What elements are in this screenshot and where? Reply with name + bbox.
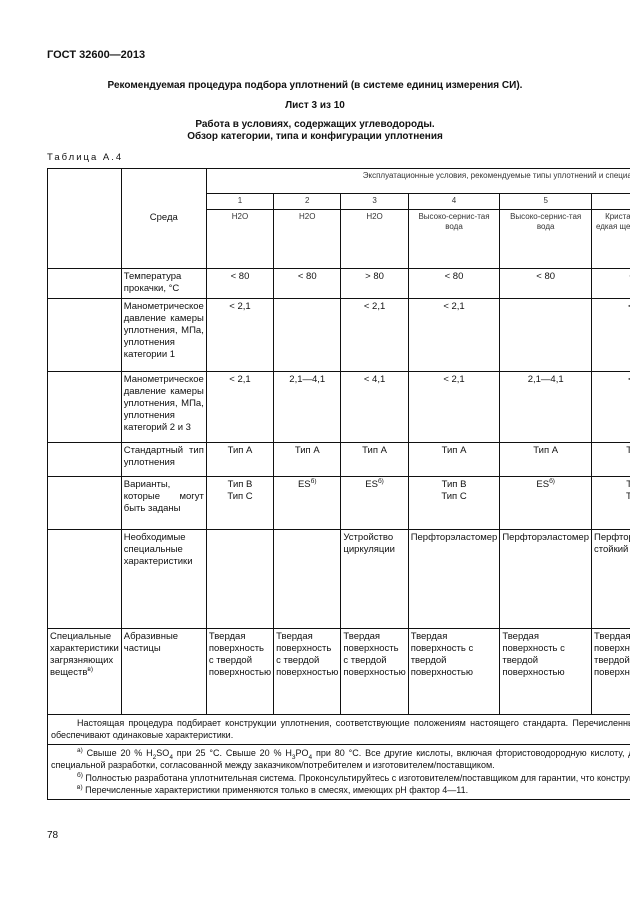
row-value: Тип А: [205, 441, 275, 477]
footnote-c-text: Перечисленные характеристики применяются…: [85, 785, 469, 795]
contaminant-value: Твердая поверхность с твердой поверхност…: [340, 627, 409, 715]
row-value: < 80: [273, 267, 342, 299]
row-label: Стандартный тип уплотнения: [120, 441, 207, 477]
footnote-a: а) Свыше 20 % H2SO4 при 25 °С. Свыше 20 …: [51, 746, 630, 770]
table-row: Стандартный тип уплотнения Тип А Тип А Тип …: [47, 441, 630, 477]
column-number: 5: [499, 193, 592, 210]
row-value: < 4,1: [340, 370, 409, 443]
table-row: Манометрическое давление камеры уплотнен…: [47, 297, 630, 372]
subtitle-line: Работа в условиях, содержащих углеводоро…: [195, 119, 435, 130]
row-value: 2,1—4,1: [499, 370, 592, 443]
medium-cell: H2O: [273, 208, 342, 269]
footnote-b: б) Полностью разработана уплотнительная …: [51, 772, 630, 785]
footnote-c: в) Перечисленные характеристики применяю…: [77, 784, 469, 795]
column-number: 6: [590, 193, 630, 210]
row-label: Температура прокачки, °С: [120, 267, 207, 299]
row-label: Манометрическое давление камеры уплотнен…: [120, 370, 207, 443]
column-number: 4: [407, 193, 501, 210]
standard-number: ГОСТ 32600—2013: [47, 49, 146, 61]
empty-cell: [47, 475, 122, 530]
page-number: 78: [47, 830, 59, 841]
row-label: Необходимые специальные характеристики: [120, 528, 207, 629]
row-value: Тип А: [590, 441, 630, 477]
empty-cell: [47, 441, 122, 477]
contaminants-group-label: Специальные характеристики загрязняющих …: [47, 627, 122, 715]
column-number: 1: [205, 193, 275, 210]
row-value: < 2,1: [407, 297, 501, 372]
medium-cell: Высоко-сернис-тая вода: [407, 208, 501, 269]
row-value: Перфторэластомер: [499, 528, 592, 629]
row-value: < 2,1: [340, 297, 409, 372]
medium-cell: H2O: [205, 208, 275, 269]
contaminant-value: Твердая поверхность с твердой поверхност…: [407, 627, 501, 715]
table-row: Необходимые специальные характеристики Ус…: [47, 528, 630, 629]
empty-cell: [47, 370, 122, 443]
row-value: < 80: [205, 267, 275, 299]
sheet-number: Лист 3 из 10: [285, 100, 345, 111]
row-value: Устройство циркуляции: [340, 528, 409, 629]
contaminants-label: Абразивные частицы: [120, 627, 207, 715]
contaminant-value: Твердая поверхность с твердой поверхност…: [205, 627, 275, 715]
row-value: ESб): [340, 475, 409, 530]
column-number: 3: [340, 193, 409, 210]
medium-header: Среда: [120, 168, 207, 269]
row-value: Тип А: [407, 441, 501, 477]
footnote-b-text: Полностью разработана уплотнительная сис…: [85, 772, 630, 783]
medium-cell: H2O: [340, 208, 409, 269]
subtitle-line: Обзор категории, типа и конфигурации упл…: [187, 131, 443, 142]
group-header: Эксплуатационные условия, рекомендуемые …: [205, 168, 630, 194]
row-value: < 80: [407, 267, 501, 299]
empty-cell: [47, 297, 122, 372]
row-value: > 80: [340, 267, 409, 299]
table-row: Температура прокачки, °С < 80 < 80 > 80 < 80…: [47, 267, 630, 299]
empty-cell: [47, 528, 122, 629]
row-value: 2,1—4,1: [273, 370, 342, 443]
row-label: Варианты, которые могут быть заданы: [120, 475, 207, 530]
row-value: < 80: [590, 267, 630, 299]
contaminant-value: Твердая поверхность с твердой поверхност…: [273, 627, 342, 715]
row-value: < 2,1: [407, 370, 501, 443]
row-value: < 2,1: [590, 297, 630, 372]
row-value: ESб): [273, 475, 342, 530]
row-value: ESб): [499, 475, 592, 530]
table-row: Варианты, которые могут быть заданы Тип В…: [47, 475, 630, 530]
medium-cell: Высоко-сернис-тая вода: [499, 208, 592, 269]
row-value: Перфторэластомер: [407, 528, 501, 629]
medium-cell: Кристал-лическая едкая щелочь и амиды: [590, 208, 630, 269]
row-value: < 2,1: [205, 297, 275, 372]
row-value: [273, 528, 342, 629]
row-value: < 2,1: [590, 370, 630, 443]
contaminant-value: Твердая поверхность с твердой поверхност…: [499, 627, 592, 715]
row-value: < 80: [499, 267, 592, 299]
row-value: [205, 528, 275, 629]
row-value: Тип А: [340, 441, 409, 477]
footnotes: а) Свыше 20 % H2SO4 при 25 °С. Свыше 20 …: [46, 743, 630, 800]
table-row: Манометрическое давление камеры уплотнен…: [47, 370, 630, 443]
title-line: Рекомендуемая процедура подбора уплотнен…: [107, 80, 523, 91]
row-value: Перфторэластомер, стойкий к амидам: [590, 528, 630, 629]
row-value: Тип А: [499, 441, 592, 477]
selection-table: Среда Эксплуатационные условия, рекоменд…: [46, 168, 630, 800]
row-label: Манометрическое давление камеры уплотнен…: [120, 297, 207, 372]
column-number: 2: [273, 193, 342, 210]
table-name: Таблица А.4: [47, 152, 124, 163]
row-value: Тип А: [273, 441, 342, 477]
row-value: < 2,1: [205, 370, 275, 443]
empty-cell: [47, 267, 122, 299]
row-value: [499, 297, 592, 372]
row-value: [273, 297, 342, 372]
table-note: Настоящая процедура подбирает конструкци…: [46, 713, 630, 745]
empty-corner: [47, 168, 122, 269]
contaminant-value: Твердая поверхность с твердой поверхност…: [590, 627, 630, 715]
